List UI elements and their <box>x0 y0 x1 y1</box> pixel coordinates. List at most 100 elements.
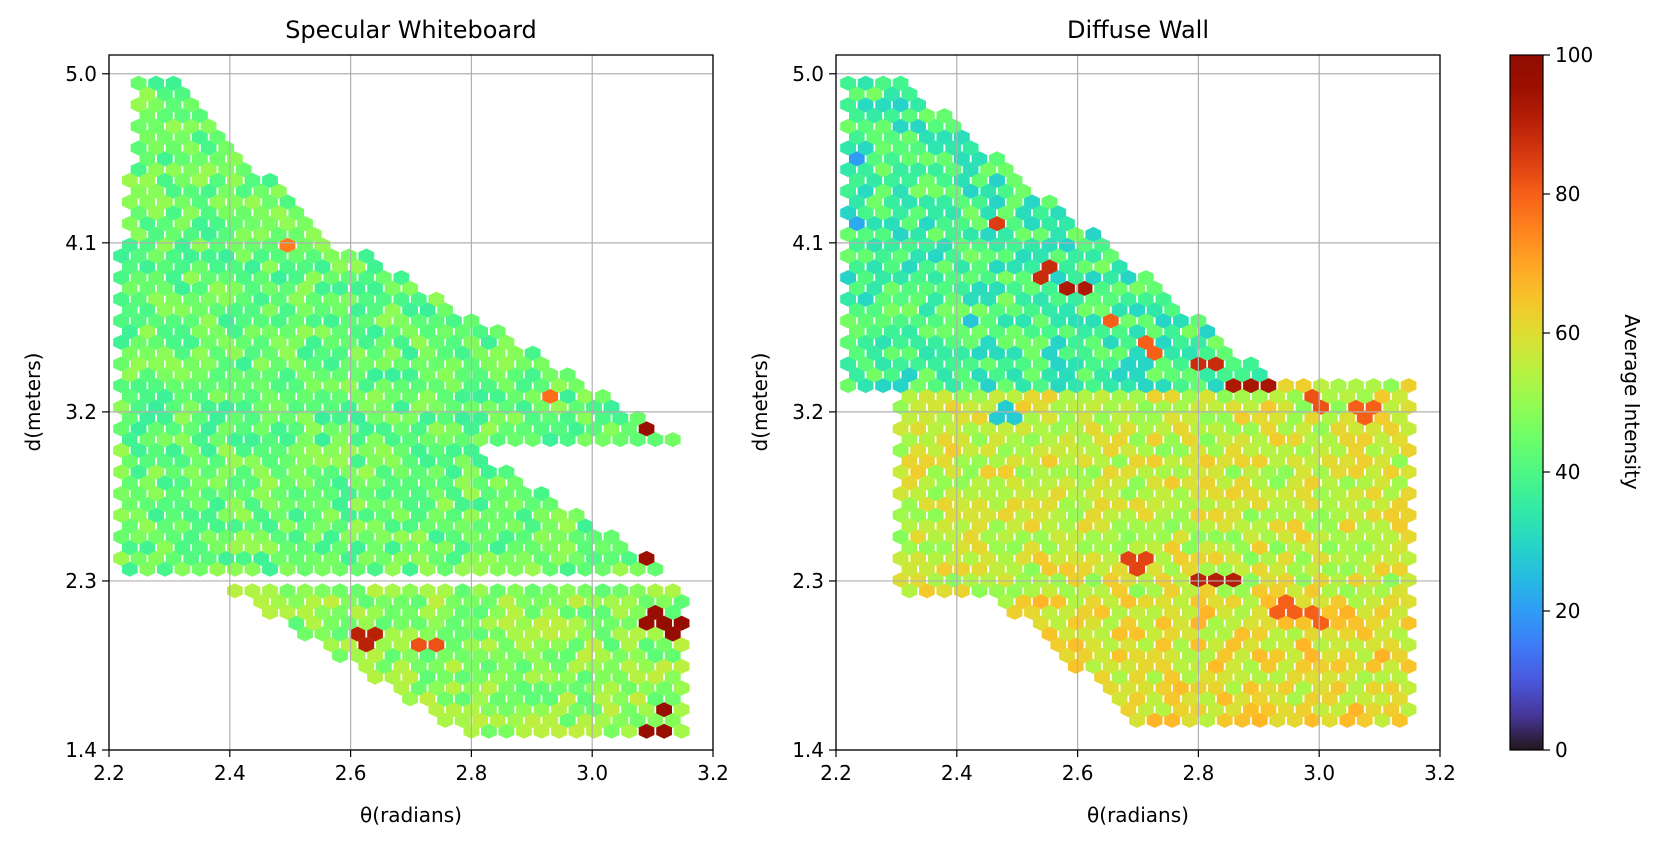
hexbin-cell <box>270 464 287 480</box>
hexbin-cell <box>1286 388 1303 404</box>
hexbin-cell <box>384 561 401 577</box>
hexbin-cell <box>139 367 156 383</box>
hexbin-cell <box>200 162 217 178</box>
hexbin-cell <box>402 540 419 556</box>
hexbin-cell <box>1295 464 1312 480</box>
hexbin-cell <box>507 626 524 642</box>
hexbin-cell <box>989 561 1005 577</box>
hexbin-cell <box>1374 691 1391 707</box>
hexbin-cell <box>165 226 182 242</box>
hexbin-cell <box>1234 410 1251 426</box>
hexbin-cell <box>454 367 471 383</box>
hexbin-cell <box>1129 475 1145 491</box>
hexbin-cell <box>1164 712 1180 728</box>
hexbin-cell <box>866 302 883 318</box>
hexbin-cell <box>1391 496 1408 512</box>
hexbin-cell <box>962 291 979 307</box>
hexbin-cell <box>174 432 191 448</box>
hexbin-cell <box>1032 572 1049 588</box>
hexbin-cell <box>1102 507 1119 523</box>
hexbin-cell <box>989 324 1005 340</box>
hexbin-cell <box>157 302 173 318</box>
hexbin-cell <box>997 550 1014 566</box>
hexbin-cell <box>340 399 357 415</box>
hexbin-cell <box>1102 248 1119 264</box>
hexbin-cell <box>235 334 252 350</box>
hexbin-cell <box>358 615 375 631</box>
hexbin-cell <box>1356 648 1373 664</box>
hexbin-cell <box>962 378 979 394</box>
x-tick-label: 3.0 <box>576 761 608 785</box>
hexbin-cell <box>393 529 410 545</box>
hexbin-cell <box>1348 680 1364 696</box>
hexbin-cell <box>1024 496 1040 512</box>
hexbin-cell <box>113 486 129 502</box>
hexbin-cell <box>524 583 541 599</box>
hexbin-cell <box>472 604 489 620</box>
hexbin-cell <box>262 280 278 296</box>
hexbin-cell <box>288 464 305 480</box>
hexbin-cell <box>183 486 199 502</box>
hexbin-cell <box>1383 529 1399 545</box>
hexbin-cell <box>1120 442 1137 458</box>
hexbin-cell <box>498 486 515 502</box>
hexbin-cell <box>603 702 620 718</box>
hexbin-cell <box>507 540 524 556</box>
hexbin-cell <box>892 356 909 372</box>
hexbin-cell <box>910 162 927 178</box>
hexbin-cell <box>174 302 191 318</box>
hexbin-cell <box>857 162 874 178</box>
hexbin-cell <box>498 378 515 394</box>
hexbin-cell <box>148 183 164 199</box>
hexbin-cell <box>910 507 927 523</box>
hexbin-cell <box>603 529 620 545</box>
hexbin-cell <box>901 302 918 318</box>
hexbin-cell <box>428 615 445 631</box>
hexbin-cell <box>1129 583 1145 599</box>
hexbin-cell <box>1374 648 1391 664</box>
hexbin-cell <box>1032 486 1049 502</box>
hexbin-cell <box>209 453 226 469</box>
hexbin-cell <box>586 550 602 566</box>
hexbin-cell <box>209 216 226 232</box>
hexbin-cell <box>384 388 401 404</box>
hexbin-cell <box>402 604 419 620</box>
hexbin-cell <box>192 496 208 512</box>
hexbin-cell <box>489 583 506 599</box>
hexbin-cell <box>638 658 655 674</box>
hexbin-cell <box>323 594 340 610</box>
hexbin-cell <box>892 378 909 394</box>
hexbin-cell <box>410 507 427 523</box>
hexbin-cell <box>612 604 629 620</box>
hexbin-cell <box>1094 302 1110 318</box>
colorbar-tick-label: 20 <box>1555 599 1580 623</box>
hexbin-cell <box>586 680 602 696</box>
hexbin-cell <box>927 529 944 545</box>
hexbin-cell <box>174 367 191 383</box>
hexbin-cell <box>419 604 436 620</box>
hexbin-cell <box>901 216 918 232</box>
hexbin-cell <box>883 280 900 296</box>
hexbin-cell <box>297 626 313 642</box>
hexbin-cell <box>1181 540 1198 556</box>
hexbin-cell <box>664 626 681 642</box>
hexbin-cell <box>1006 388 1023 404</box>
hexbin-cell <box>542 410 559 426</box>
hexbin-cell <box>1111 345 1128 361</box>
hexbin-cell <box>1391 432 1408 448</box>
hexbin-cell <box>1348 399 1364 415</box>
hexbin-cell <box>1269 648 1286 664</box>
hexbin-cell <box>1208 486 1224 502</box>
hexbin-cell <box>989 237 1005 253</box>
hexbin-cell <box>305 486 322 502</box>
hexbin-cell <box>480 334 497 350</box>
hexbin-cell <box>445 421 462 437</box>
hexbin-cell <box>1085 313 1102 329</box>
hexbin-cell <box>1138 334 1154 350</box>
hexbin-cell <box>1304 518 1321 534</box>
hexbin-cell <box>1059 583 1075 599</box>
hexbin-cell <box>1006 518 1023 534</box>
hexbin-cell <box>1400 658 1417 674</box>
hexbin-cell <box>253 421 270 437</box>
hexbin-cell <box>1164 324 1180 340</box>
